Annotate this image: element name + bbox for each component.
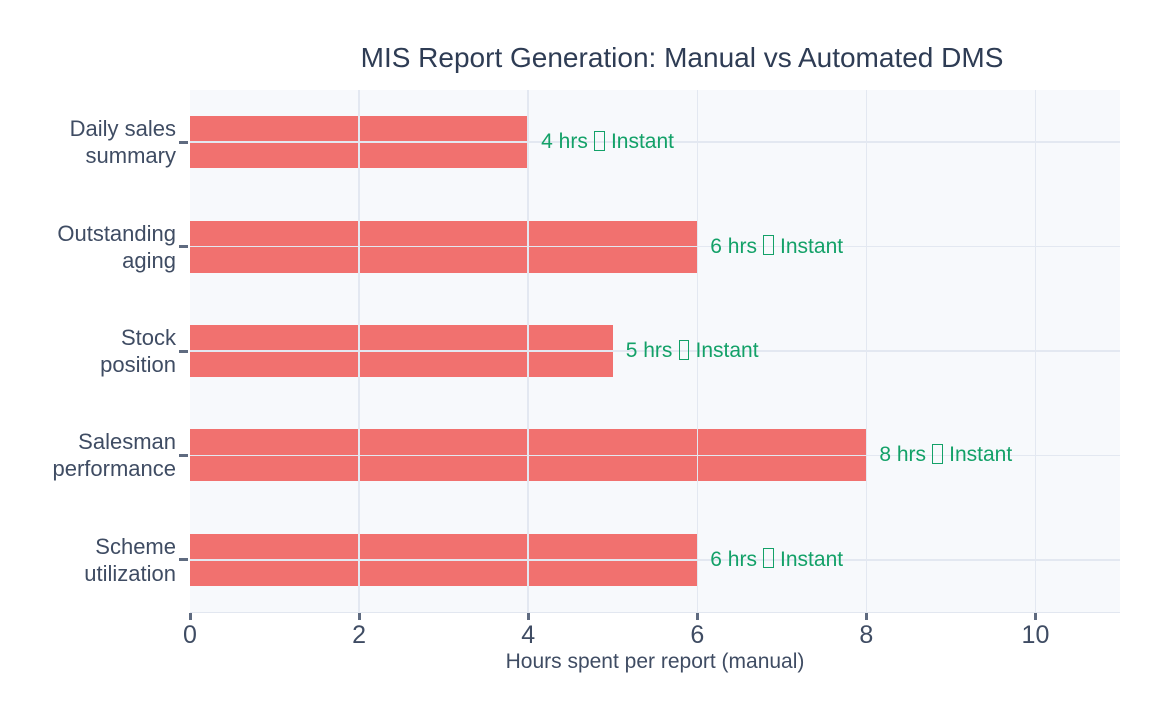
bar-annotation: 5 hrs Instant — [626, 339, 759, 363]
h-gridline — [190, 350, 1120, 352]
x-tick-label: 4 — [521, 621, 536, 649]
annotation-automated-label: Instant — [695, 339, 759, 362]
y-tick-mark — [179, 558, 188, 562]
annotation-manual-hours: 5 hrs — [625, 339, 673, 362]
missing-glyph-box-icon — [594, 130, 605, 151]
x-axis-title: Hours spent per report (manual) — [505, 650, 805, 673]
x-tick-mark — [864, 613, 868, 620]
chart-title: MIS Report Generation: Manual vs Automat… — [360, 42, 1004, 73]
x-tick-label: 2 — [352, 621, 367, 649]
missing-glyph-box-icon — [932, 443, 943, 464]
bar-annotation: 4 hrs Instant — [541, 130, 674, 154]
y-tick-mark — [179, 140, 188, 144]
y-tick-mark — [179, 245, 188, 249]
missing-glyph-box-icon — [763, 548, 774, 569]
annotation-automated-label: Instant — [949, 443, 1013, 467]
h-gridline — [190, 454, 1120, 457]
x-tick-label: 10 — [1021, 621, 1050, 649]
x-tick-mark — [188, 613, 192, 620]
annotation-automated-label: Instant — [610, 130, 674, 154]
annotation-manual-hours: 8 hrs — [879, 443, 927, 467]
missing-glyph-box-icon — [678, 339, 690, 360]
annotation-automated-label: Instant — [780, 547, 844, 571]
category-label: Stock position — [100, 325, 176, 377]
h-gridline — [190, 559, 1120, 561]
annotation-manual-hours: 6 hrs — [710, 234, 757, 258]
y-tick-mark — [179, 453, 188, 457]
h-gridline — [190, 245, 1120, 248]
bar-annotation: 6 hrs Instant — [710, 235, 843, 259]
category-label: Daily sales summary — [69, 116, 176, 169]
x-tick-label: 8 — [859, 621, 874, 649]
x-tick-mark — [695, 613, 699, 620]
bar-annotation: 6 hrs Instant — [710, 548, 843, 572]
annotation-manual-hours: 6 hrs — [710, 547, 757, 571]
bar-annotation: 8 hrs Instant — [879, 443, 1012, 467]
category-label: Outstanding aging — [57, 220, 176, 273]
x-tick-label: 6 — [690, 621, 705, 649]
annotation-manual-hours: 4 hrs — [541, 130, 588, 154]
x-tick-label: 0 — [183, 621, 197, 649]
y-tick-mark — [179, 349, 188, 353]
missing-glyph-box-icon — [763, 235, 774, 256]
x-tick-mark — [357, 613, 361, 620]
category-label: Scheme utilization — [84, 533, 176, 586]
plot-area — [190, 90, 1120, 613]
x-tick-mark — [1033, 613, 1037, 620]
x-tick-mark — [526, 613, 530, 620]
category-label: Salesman performance — [52, 429, 176, 482]
annotation-automated-label: Instant — [780, 234, 844, 258]
h-gridline — [190, 141, 1120, 143]
